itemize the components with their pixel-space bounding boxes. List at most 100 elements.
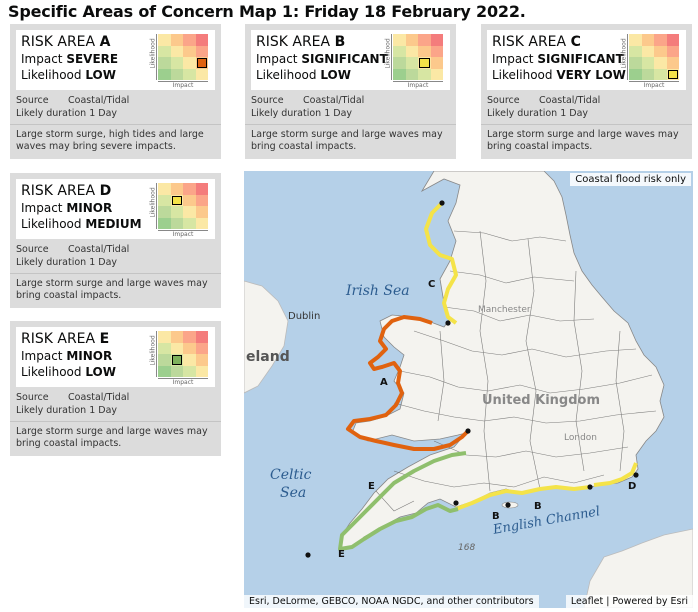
matrix-cell [183, 354, 196, 366]
risk-matrix-grid [158, 183, 208, 229]
matrix-cell [393, 34, 406, 46]
coastline-area-d [593, 462, 638, 487]
impact-value: SIGNIFICANT [537, 52, 624, 66]
impact-axis: Impact [629, 81, 679, 89]
impact-value: MINOR [66, 349, 113, 363]
impact-axis: Impact [158, 230, 208, 238]
map-canvas[interactable] [244, 171, 693, 608]
risk-card-d: RISK AREA D Impact MINOR Likelihood MEDIUM… [10, 173, 221, 308]
matrix-cell [195, 183, 208, 195]
matrix-cell [158, 194, 171, 206]
matrix-cell [170, 342, 183, 354]
matrix-cell [641, 34, 654, 46]
source-label: Source [16, 392, 49, 403]
duration-value: 1 Day [89, 108, 118, 119]
risk-card-e: RISK AREA E Impact MINOR Likelihood LOW Lik… [10, 321, 221, 456]
risk-marker [667, 69, 678, 79]
likelihood-value: LOW [85, 365, 116, 379]
matrix-cell [430, 68, 443, 80]
matrix-cell [183, 365, 196, 377]
source-row: Source Coastal/Tidal [16, 391, 215, 404]
risk-description: Large storm surge, high tides and large … [10, 124, 221, 159]
matrix-cell [666, 34, 679, 46]
matrix-cell [170, 57, 183, 69]
matrix-cell [158, 217, 171, 229]
risk-card-b: RISK AREA B Impact SIGNIFICANT Likelihood … [245, 24, 456, 159]
matrix-cell [430, 34, 443, 46]
risk-card-a: RISK AREA A Impact SEVERE Likelihood LOW Li… [10, 24, 221, 159]
risk-area-id: E [99, 331, 110, 347]
likelihood-axis: Likelihood [149, 34, 157, 80]
matrix-cell [195, 34, 208, 46]
risk-matrix: Likelihood Impact [620, 34, 680, 89]
impact-label: Impact [21, 52, 67, 66]
flood-risk-map[interactable]: Coastal flood risk only Irish Sea Dublin… [244, 171, 693, 608]
likelihood-value: LOW [85, 68, 116, 82]
likelihood-axis: Likelihood [620, 34, 628, 80]
risk-area-id: C [570, 34, 581, 50]
source-value: Coastal/Tidal [539, 95, 601, 106]
matrix-cell [183, 331, 196, 343]
risk-area-label: RISK AREA [21, 34, 100, 50]
matrix-cell [418, 68, 431, 80]
coastline-area-a [346, 315, 470, 451]
risk-details: Source Coastal/Tidal Likely duration 1 Da… [245, 90, 456, 120]
matrix-cell [629, 45, 642, 57]
label-area-c: C [428, 279, 436, 290]
impact-value: SEVERE [66, 52, 119, 66]
county-boundaries [375, 230, 657, 512]
risk-matrix: Likelihood Impact [149, 34, 209, 89]
map-attribution-leaflet[interactable]: Leaflet | Powered by Esri [565, 595, 693, 608]
duration-row: Likely duration 1 Day [16, 256, 215, 269]
matrix-cell [641, 68, 654, 80]
duration-label: Likely duration [487, 108, 558, 119]
duration-value: 1 Day [89, 405, 118, 416]
duration-label: Likely duration [16, 108, 87, 119]
matrix-cell [195, 217, 208, 229]
matrix-cell [183, 68, 196, 80]
risk-area-id: B [334, 34, 346, 50]
map-attribution[interactable]: Esri, DeLorme, GEBCO, NOAA NGDC, and oth… [244, 595, 539, 608]
risk-area-label: RISK AREA [21, 183, 100, 199]
matrix-cell [158, 183, 171, 195]
risk-summary: RISK AREA A Impact SEVERE Likelihood LOW Li… [16, 30, 215, 90]
likelihood-line: Likelihood VERY LOW [492, 67, 686, 83]
likelihood-axis-label: Likelihood [620, 38, 628, 69]
coastline-area-c [424, 201, 458, 325]
label-area-e-1: E [368, 481, 375, 492]
matrix-cell [629, 34, 642, 46]
matrix-cell [183, 45, 196, 57]
matrix-cell [195, 331, 208, 343]
source-label: Source [251, 95, 284, 106]
likelihood-axis: Likelihood [384, 34, 392, 80]
source-label: Source [16, 244, 49, 255]
coastline-area-e [338, 451, 467, 551]
matrix-cell [195, 45, 208, 57]
matrix-cell [195, 68, 208, 80]
risk-matrix-grid [158, 34, 208, 80]
matrix-cell [170, 206, 183, 218]
label-manchester: Manchester [478, 305, 531, 315]
source-label: Source [487, 95, 520, 106]
label-area-d: D [628, 481, 637, 492]
matrix-cell [405, 57, 418, 69]
risk-matrix: Likelihood Impact [149, 331, 209, 386]
likelihood-axis: Likelihood [149, 331, 157, 377]
impact-label: Impact [256, 52, 302, 66]
likelihood-axis-label: Likelihood [149, 38, 157, 69]
source-value: Coastal/Tidal [68, 244, 130, 255]
risk-marker [196, 58, 207, 68]
likelihood-label: Likelihood [21, 365, 86, 379]
likelihood-line: Likelihood LOW [21, 364, 215, 380]
matrix-cell [666, 45, 679, 57]
impact-line: Impact MINOR [21, 200, 215, 216]
page-title: Specific Areas of Concern Map 1: Friday … [8, 2, 526, 21]
duration-label: Likely duration [251, 108, 322, 119]
impact-value: SIGNIFICANT [301, 52, 388, 66]
area-end-markers [305, 200, 639, 558]
matrix-cell [158, 57, 171, 69]
likelihood-label: Likelihood [21, 68, 86, 82]
matrix-cell [405, 34, 418, 46]
matrix-cell [393, 45, 406, 57]
likelihood-line: Likelihood MEDIUM [21, 216, 215, 232]
